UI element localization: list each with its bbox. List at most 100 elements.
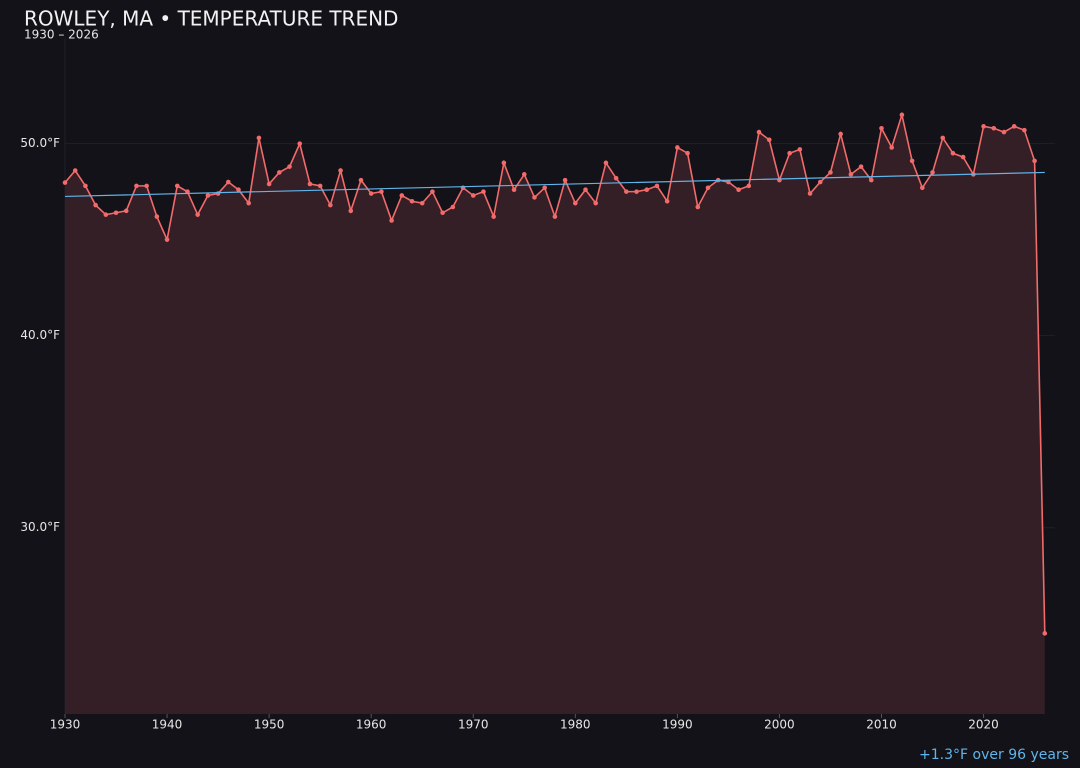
point: [838, 131, 843, 137]
x-tick-label: 2010: [866, 718, 897, 732]
point: [766, 137, 772, 143]
point: [481, 189, 486, 194]
point: [399, 193, 405, 198]
point: [307, 181, 313, 187]
point: [950, 150, 956, 156]
point: [501, 160, 507, 166]
x-tick-label: 2000: [764, 718, 795, 732]
point: [532, 195, 537, 200]
point: [144, 183, 149, 189]
point: [593, 200, 599, 206]
point: [358, 177, 364, 183]
y-tick-label: 50.0°F: [20, 136, 60, 150]
point: [542, 185, 547, 191]
point: [256, 135, 262, 141]
point: [868, 177, 874, 183]
point: [899, 112, 905, 118]
point: [225, 179, 231, 185]
point: [277, 170, 282, 175]
point: [154, 214, 160, 219]
point: [828, 170, 833, 175]
point: [266, 181, 272, 187]
point: [624, 189, 629, 194]
point: [174, 183, 180, 189]
point: [807, 191, 813, 196]
point: [72, 168, 78, 173]
point: [573, 200, 578, 206]
point: [246, 200, 252, 206]
point: [603, 160, 609, 166]
x-tick-label: 1970: [458, 718, 489, 732]
point: [348, 208, 354, 214]
point: [1032, 158, 1037, 164]
point: [379, 189, 384, 194]
point: [562, 177, 568, 183]
point: [879, 125, 884, 131]
point: [83, 183, 88, 189]
point: [215, 191, 221, 196]
x-tick-label: 1930: [50, 718, 81, 732]
point: [675, 145, 680, 150]
point: [297, 141, 303, 146]
point: [470, 193, 476, 198]
point: [1042, 631, 1048, 636]
point: [960, 154, 966, 160]
point: [787, 150, 792, 156]
point: [1022, 127, 1027, 133]
point: [93, 202, 98, 208]
point: [113, 210, 119, 216]
chart-subtitle: 1930 – 2026: [24, 28, 99, 42]
point: [389, 218, 394, 223]
point: [991, 125, 997, 131]
point: [940, 135, 946, 141]
point: [746, 183, 752, 189]
area: [65, 114, 1045, 715]
point: [450, 204, 456, 210]
point: [726, 179, 731, 185]
point: [338, 168, 343, 173]
point: [685, 150, 690, 156]
x-tick-label: 1960: [356, 718, 387, 732]
point: [909, 158, 915, 164]
point: [613, 175, 619, 181]
point: [134, 183, 139, 189]
y-tick-label: 30.0°F: [20, 520, 60, 534]
x-tick-label: 1990: [662, 718, 693, 732]
point: [368, 191, 374, 196]
point: [195, 212, 200, 217]
point: [103, 212, 109, 217]
point: [858, 164, 864, 169]
x-tick-label: 2020: [968, 718, 999, 732]
point: [521, 172, 527, 177]
y-tick-label: 40.0°F: [20, 328, 60, 342]
point: [440, 210, 445, 216]
point: [705, 185, 711, 191]
point: [236, 187, 241, 193]
point: [848, 172, 854, 177]
point: [491, 214, 496, 219]
point: [664, 198, 670, 204]
x-tick-label: 1980: [560, 718, 591, 732]
point: [920, 185, 925, 191]
point: [511, 187, 517, 193]
point: [736, 187, 741, 193]
point: [695, 204, 701, 210]
trend-line: [64, 171, 1045, 198]
point: [981, 124, 986, 129]
point: [419, 200, 425, 206]
point: [62, 180, 68, 185]
point: [164, 237, 170, 242]
point: [123, 208, 129, 214]
point: [797, 147, 803, 152]
trend-annotation: +1.3°F over 96 years: [919, 747, 1069, 763]
point: [583, 187, 588, 193]
point: [654, 183, 660, 189]
point: [817, 179, 823, 185]
point: [287, 164, 292, 169]
point: [185, 189, 190, 194]
point: [756, 129, 762, 135]
point: [930, 170, 935, 175]
chart-title: ROWLEY, MA • TEMPERATURE TREND: [24, 7, 398, 31]
point: [409, 198, 415, 204]
point: [317, 183, 323, 189]
